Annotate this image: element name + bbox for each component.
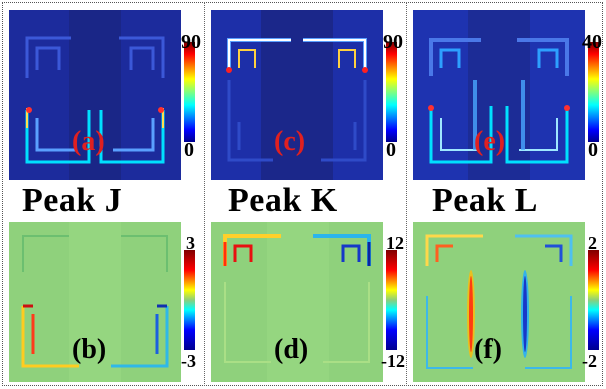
colorbar-d-min: -12 <box>381 351 405 371</box>
column-separator <box>406 2 407 386</box>
peak-l-title: Peak L <box>432 182 538 219</box>
colorbar-a <box>184 42 195 142</box>
colorbar-d-max: 12 <box>386 233 404 253</box>
colorbar-e-max: 40 <box>582 31 602 53</box>
colorbar-f-min: -2 <box>582 351 597 371</box>
panel-a-field-map <box>9 10 181 180</box>
panel-e-field-map <box>413 10 585 180</box>
colorbar-f-max: 2 <box>588 233 597 253</box>
panel-d-label: (d) <box>274 334 309 365</box>
colorbar-d <box>386 250 397 350</box>
panel-b-charge-map <box>9 222 181 382</box>
colorbar-b <box>184 250 195 350</box>
panel-d-charge-map <box>211 222 383 382</box>
colorbar-e-min: 0 <box>588 139 598 161</box>
panel-c-label: (c) <box>274 126 306 157</box>
colorbar-c-max: 90 <box>383 31 403 53</box>
peak-j-title: Peak J <box>22 182 123 219</box>
figure-frame <box>2 2 603 386</box>
colorbar-a-max: 90 <box>181 31 201 53</box>
panel-b-label: (b) <box>72 334 107 365</box>
peak-k-title: Peak K <box>228 182 338 219</box>
panel-f-charge-map <box>413 222 585 382</box>
colorbar-f <box>588 250 599 350</box>
colorbar-b-max: 3 <box>186 233 195 253</box>
column-separator <box>204 2 205 386</box>
panel-a-label: (a) <box>72 126 105 157</box>
panel-e-label: (e) <box>474 126 506 157</box>
panel-f-label: (f) <box>474 334 502 365</box>
colorbar-b-min: -3 <box>181 351 196 371</box>
panel-c-field-map <box>211 10 383 180</box>
colorbar-c-min: 0 <box>386 139 396 161</box>
colorbar-e <box>588 42 599 142</box>
colorbar-a-min: 0 <box>184 139 194 161</box>
colorbar-c <box>386 42 397 142</box>
